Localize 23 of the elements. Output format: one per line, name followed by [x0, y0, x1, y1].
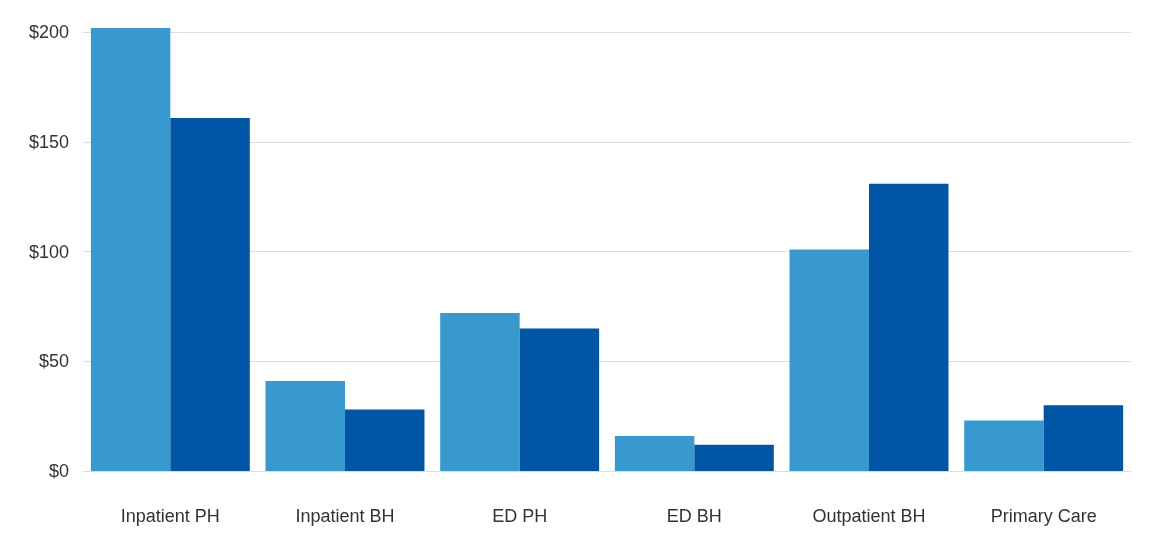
x-tick-label: Outpatient BH — [812, 506, 926, 526]
x-tick-label: Inpatient BH — [295, 506, 395, 526]
bar — [440, 313, 520, 471]
y-tick-label: $200 — [28, 22, 69, 43]
bar — [694, 444, 774, 471]
bar — [614, 435, 695, 471]
y-tick-label: $150 — [28, 132, 69, 153]
x-tick-label: Inpatient PH — [120, 506, 220, 526]
y-tick-label: $100 — [28, 241, 69, 262]
bar — [869, 183, 949, 471]
y-tick-label: $0 — [48, 461, 69, 481]
bar — [90, 28, 171, 471]
bar — [964, 420, 1044, 471]
x-tick-label: ED BH — [666, 506, 722, 526]
bar — [170, 117, 250, 471]
bar — [789, 249, 869, 471]
bar — [1043, 405, 1124, 471]
x-tick-label: Primary Care — [990, 506, 1097, 526]
y-tick-label: $50 — [38, 351, 69, 372]
bar — [265, 381, 345, 471]
bar — [345, 409, 425, 471]
bar — [519, 328, 600, 471]
x-tick-label: ED PH — [492, 506, 548, 526]
